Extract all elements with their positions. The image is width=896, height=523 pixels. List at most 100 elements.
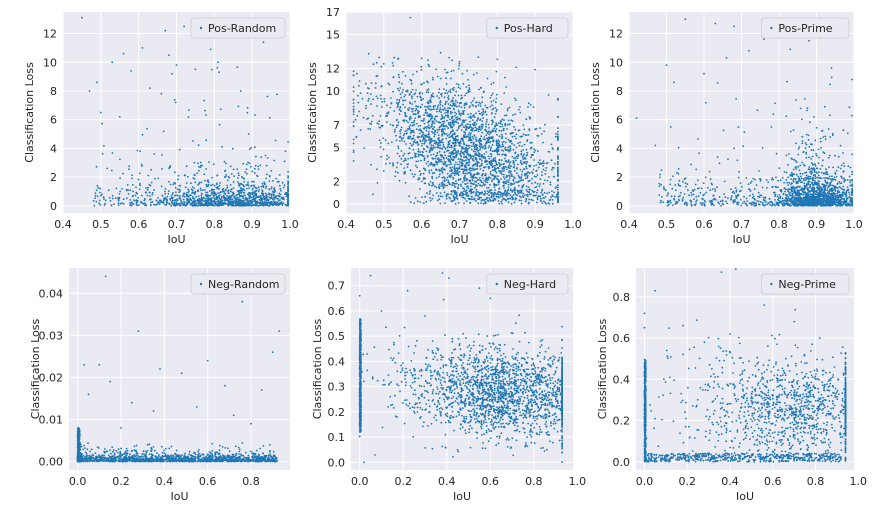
data-point	[432, 153, 435, 156]
data-point	[453, 155, 456, 158]
data-point	[443, 179, 445, 182]
data-point	[245, 187, 248, 190]
data-point	[508, 179, 510, 181]
data-point	[457, 149, 460, 152]
data-point	[718, 196, 721, 198]
data-point	[444, 114, 447, 117]
data-point	[485, 125, 487, 128]
data-point	[820, 146, 822, 149]
data-point	[263, 200, 266, 203]
data-point	[144, 191, 147, 194]
data-point	[437, 195, 440, 197]
data-point	[242, 162, 245, 165]
data-point	[500, 120, 503, 122]
data-point	[557, 97, 559, 100]
data-point	[514, 128, 517, 131]
data-point	[241, 203, 244, 206]
data-point	[506, 128, 508, 130]
data-point	[197, 200, 200, 202]
data-point	[219, 204, 221, 207]
data-point	[239, 90, 242, 92]
data-point	[388, 162, 391, 165]
data-point	[480, 202, 482, 205]
data-point	[248, 162, 251, 165]
data-point	[233, 204, 235, 207]
data-point	[772, 113, 775, 116]
data-point	[421, 134, 424, 137]
data-point	[397, 73, 400, 76]
data-point	[467, 113, 469, 116]
data-point	[765, 179, 768, 181]
data-point	[826, 171, 828, 174]
data-point	[412, 137, 415, 140]
data-point	[471, 135, 474, 138]
data-point	[507, 186, 510, 189]
data-point	[488, 194, 490, 197]
data-point	[441, 120, 444, 123]
data-point	[489, 189, 492, 192]
data-point	[485, 106, 488, 109]
data-point	[423, 82, 425, 84]
data-point	[494, 167, 496, 170]
data-point	[417, 125, 420, 127]
data-point	[429, 149, 431, 152]
data-point	[527, 102, 530, 105]
data-point	[287, 170, 289, 173]
data-point	[438, 126, 441, 129]
data-point	[504, 148, 506, 150]
data-point	[162, 201, 164, 204]
data-point	[436, 199, 439, 202]
data-point	[420, 159, 422, 162]
data-point	[439, 102, 441, 104]
data-point	[532, 190, 535, 193]
data-point	[788, 188, 791, 191]
data-point	[422, 151, 424, 154]
data-point	[557, 184, 559, 187]
data-point	[230, 204, 233, 207]
data-point	[183, 25, 186, 28]
data-point	[435, 161, 437, 164]
data-point	[530, 198, 533, 201]
data-point	[404, 106, 406, 109]
data-point	[536, 201, 538, 204]
data-point	[468, 155, 470, 157]
data-point	[502, 166, 505, 169]
data-point	[662, 186, 665, 188]
data-point	[519, 159, 522, 162]
data-point	[121, 202, 124, 204]
data-point	[419, 95, 422, 98]
data-point	[436, 115, 438, 118]
y-tick-label: 0	[616, 200, 623, 213]
data-point	[429, 181, 432, 183]
legend: Pos-Random	[190, 17, 286, 39]
data-point	[449, 121, 452, 124]
data-point	[183, 196, 186, 198]
data-point	[731, 195, 733, 197]
data-point	[774, 199, 776, 201]
data-point	[411, 95, 413, 98]
data-point	[411, 156, 414, 159]
data-point	[418, 92, 421, 94]
data-point	[457, 68, 460, 70]
data-point	[218, 123, 221, 126]
data-point	[436, 131, 439, 134]
data-point	[426, 89, 429, 92]
data-point	[376, 97, 379, 100]
data-point	[447, 115, 449, 117]
data-point	[472, 127, 474, 130]
data-point	[438, 168, 441, 171]
data-point	[97, 186, 100, 189]
data-point	[774, 204, 777, 207]
data-point	[376, 105, 378, 107]
data-point	[481, 127, 483, 130]
data-point	[387, 82, 390, 85]
data-point	[138, 172, 141, 175]
data-point	[498, 161, 500, 164]
data-point	[357, 94, 359, 97]
data-point	[475, 112, 477, 115]
data-point	[403, 140, 406, 143]
data-point	[545, 167, 548, 169]
data-point	[535, 169, 538, 172]
data-point	[541, 174, 543, 177]
data-point	[144, 202, 146, 205]
